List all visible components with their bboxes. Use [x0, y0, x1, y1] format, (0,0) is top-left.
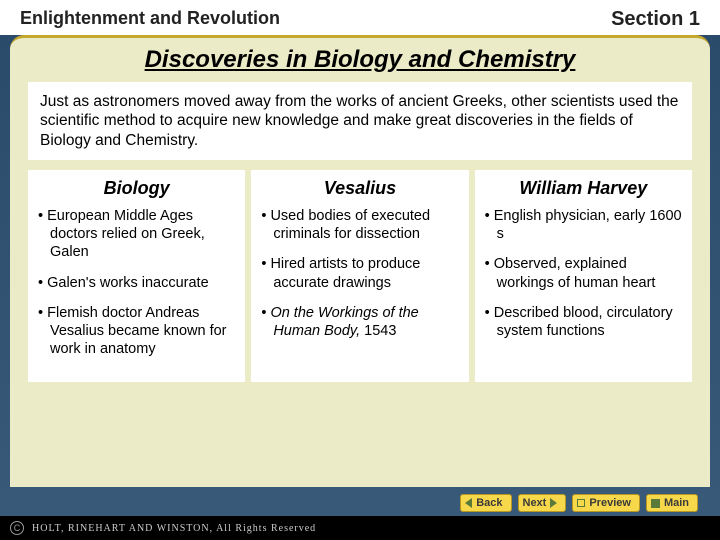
columns-container: Biology European Middle Ages doctors rel…: [10, 170, 710, 382]
list-item: Hired artists to produce accurate drawin…: [261, 255, 458, 291]
column-list: English physician, early 1600 s Observed…: [485, 207, 682, 340]
column-heading: Biology: [38, 178, 235, 199]
back-button[interactable]: Back: [460, 494, 511, 512]
header-bar: Enlightenment and Revolution Section 1: [0, 0, 720, 35]
main-icon: [651, 499, 660, 508]
next-button[interactable]: Next: [518, 494, 567, 512]
arrow-right-icon: [550, 498, 557, 508]
nav-bar: Back Next Preview Main: [460, 494, 698, 512]
main-label: Main: [664, 497, 689, 509]
slide: Enlightenment and Revolution Section 1 D…: [0, 0, 720, 540]
column-heading: Vesalius: [261, 178, 458, 199]
slide-title: Discoveries in Biology and Chemistry: [10, 38, 710, 78]
list-item: English physician, early 1600 s: [485, 207, 682, 243]
intro-text: Just as astronomers moved away from the …: [28, 82, 692, 160]
list-item: Used bodies of executed criminals for di…: [261, 207, 458, 243]
list-item: Galen's works inaccurate: [38, 274, 235, 292]
column-harvey: William Harvey English physician, early …: [475, 170, 692, 382]
publisher-text: HOLT, RINEHART AND WINSTON, All Rights R…: [32, 523, 316, 534]
preview-icon: [577, 499, 585, 507]
content-frame: Discoveries in Biology and Chemistry Jus…: [10, 35, 710, 487]
footer-bar: C HOLT, RINEHART AND WINSTON, All Rights…: [0, 516, 720, 540]
column-list: Used bodies of executed criminals for di…: [261, 207, 458, 340]
section-label: Section 1: [611, 8, 700, 31]
preview-button[interactable]: Preview: [572, 494, 640, 512]
list-item: Flemish doctor Andreas Vesalius became k…: [38, 304, 235, 358]
list-item: On the Workings of the Human Body, 1543: [261, 304, 458, 340]
list-item: Observed, explained workings of human he…: [485, 255, 682, 291]
copyright-icon: C: [10, 521, 24, 535]
column-biology: Biology European Middle Ages doctors rel…: [28, 170, 245, 382]
column-heading: William Harvey: [485, 178, 682, 199]
column-list: European Middle Ages doctors relied on G…: [38, 207, 235, 358]
arrow-left-icon: [465, 498, 472, 508]
chapter-title: Enlightenment and Revolution: [20, 8, 280, 31]
next-label: Next: [523, 497, 547, 509]
back-label: Back: [476, 497, 502, 509]
column-vesalius: Vesalius Used bodies of executed crimina…: [251, 170, 468, 382]
list-item: Described blood, circulatory system func…: [485, 304, 682, 340]
list-item: European Middle Ages doctors relied on G…: [38, 207, 235, 261]
main-button[interactable]: Main: [646, 494, 698, 512]
preview-label: Preview: [589, 497, 631, 509]
